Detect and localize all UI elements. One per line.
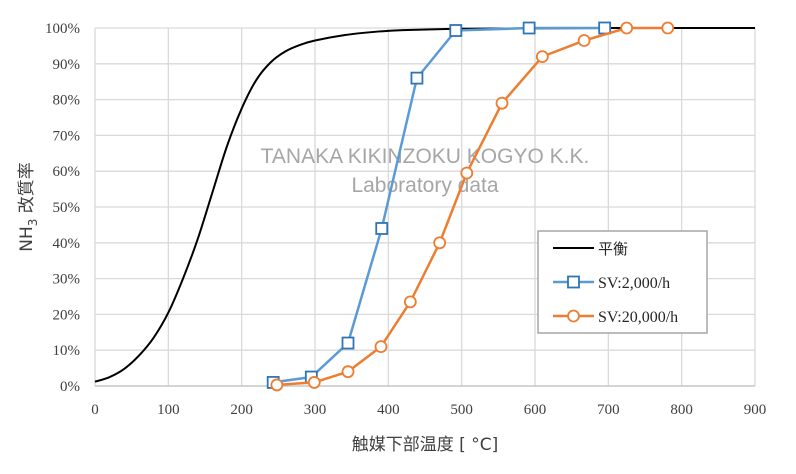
circle-marker-icon bbox=[341, 365, 355, 379]
circle-marker-icon bbox=[460, 166, 474, 180]
x-tick-label: 300 bbox=[304, 402, 327, 418]
circle-marker-icon bbox=[535, 50, 549, 64]
y-tick-label: 20% bbox=[53, 307, 81, 323]
circle-marker-icon bbox=[661, 21, 675, 35]
circle-marker-icon bbox=[433, 236, 447, 250]
x-tick-label: 900 bbox=[744, 402, 767, 418]
y-axis-label: NH3 改質率 bbox=[17, 162, 40, 252]
plot-series bbox=[94, 21, 755, 392]
x-tick-label: 0 bbox=[91, 402, 99, 418]
circle-marker-icon bbox=[567, 309, 580, 323]
circle-marker-icon bbox=[495, 96, 509, 110]
y-tick-label: 10% bbox=[53, 343, 81, 359]
y-tick-label: 40% bbox=[53, 236, 81, 252]
y-tick-label: 50% bbox=[53, 200, 81, 216]
x-axis-title: 触媒下部温度 [ °C] bbox=[352, 435, 498, 455]
square-marker-icon bbox=[449, 24, 463, 37]
y-tick-label: 70% bbox=[53, 128, 81, 144]
x-axis-ticks: 0 100 200 300 400 500 600 700 800 900 bbox=[91, 402, 766, 418]
circle-marker-icon bbox=[577, 34, 591, 47]
y-tick-label: 0% bbox=[60, 379, 80, 395]
square-marker-icon bbox=[410, 71, 424, 85]
x-tick-label: 700 bbox=[597, 402, 620, 418]
series-2 bbox=[270, 21, 675, 392]
x-tick-label: 200 bbox=[230, 402, 253, 418]
legend-item-sv20000: SV:20,000/h bbox=[553, 309, 678, 326]
square-marker-icon bbox=[522, 21, 536, 35]
watermark-line-2: Laboratory data bbox=[351, 174, 498, 197]
square-marker-icon bbox=[598, 21, 612, 35]
y-tick-label: 100% bbox=[45, 21, 80, 37]
circle-marker-icon bbox=[307, 376, 321, 389]
legend-label-sv2000: SV:2,000/h bbox=[598, 275, 670, 292]
circle-marker-icon bbox=[270, 378, 284, 392]
x-tick-label: 500 bbox=[450, 402, 473, 418]
x-tick-label: 800 bbox=[670, 402, 693, 418]
y-tick-label: 90% bbox=[53, 57, 81, 73]
legend-label-sv20000: SV:20,000/h bbox=[598, 309, 678, 326]
circle-marker-icon bbox=[620, 21, 634, 35]
x-tick-label: 100 bbox=[157, 402, 180, 418]
plot-grid bbox=[94, 27, 756, 387]
y-axis-title: NH3 改質率 bbox=[17, 162, 40, 252]
legend-label-equilibrium: 平衡 bbox=[598, 240, 628, 258]
square-marker-icon bbox=[341, 336, 355, 350]
circle-marker-icon bbox=[374, 340, 388, 354]
legend: 平衡 SV:2,000/h SV:20,000/h bbox=[537, 230, 708, 334]
y-tick-label: 30% bbox=[53, 272, 81, 288]
square-marker-icon bbox=[567, 275, 580, 289]
y-axis-ticks: 0% 10% 20% 30% 40% 50% 60% 70% 80% 90% 100% bbox=[45, 21, 80, 395]
watermark-line-1: TANAKA KIKINZOKU KOGYO K.K. bbox=[261, 145, 590, 168]
square-marker-icon bbox=[375, 222, 389, 235]
legend-item-sv2000: SV:2,000/h bbox=[553, 275, 670, 292]
x-tick-label: 400 bbox=[377, 402, 400, 418]
y-tick-label: 80% bbox=[53, 93, 81, 109]
legend-item-equilibrium: 平衡 bbox=[553, 240, 628, 258]
circle-marker-icon bbox=[403, 295, 417, 309]
x-axis-label: 触媒下部温度 [ °C] bbox=[352, 435, 498, 455]
y-tick-label: 60% bbox=[53, 164, 81, 180]
watermark: TANAKA KIKINZOKU KOGYO K.K. Laboratory d… bbox=[261, 145, 590, 197]
x-tick-label: 600 bbox=[524, 402, 547, 418]
